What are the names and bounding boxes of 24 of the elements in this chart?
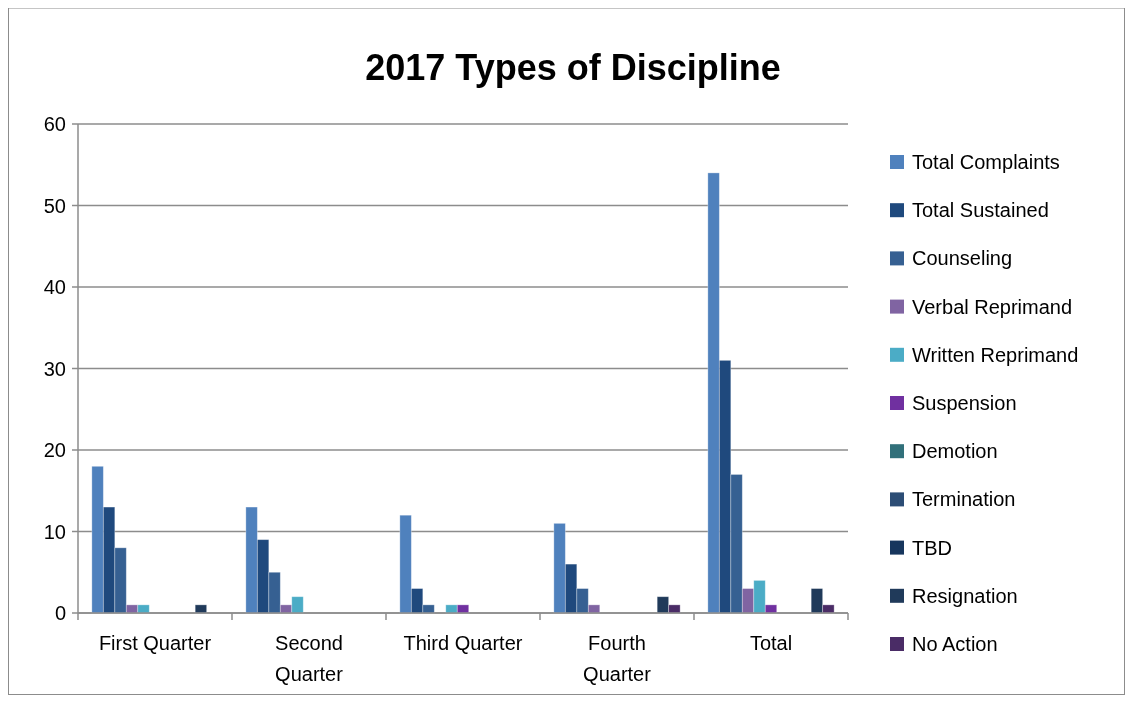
legend-label: Resignation [912,584,1018,607]
legend-label: Written Reprimand [912,343,1079,366]
legend-label: Suspension [912,392,1017,414]
legend-label: Demotion [912,440,998,463]
y-tick-label: 30 [43,357,66,380]
legend-label: Total Complaints [912,151,1060,173]
legend-label: TBD [912,536,952,559]
y-tick-label: 0 [54,602,66,624]
x-tick-label: Fourth Quarter [583,632,652,685]
x-tick-label: Total [749,632,793,654]
legend-label: Total Sustained [912,199,1049,222]
legend-label: Counseling [912,247,1013,270]
legend-label: Termination [912,488,1016,511]
legend-label: Verbal Reprimand [912,295,1073,318]
chart-title: 2017 Types of Discipline [365,47,781,88]
y-tick-label: 40 [43,276,66,298]
y-tick-label: 60 [43,113,66,135]
y-tick-label: 20 [43,439,66,461]
y-tick-label: 50 [43,194,66,217]
x-tick-label: First Quarter [98,632,212,654]
legend-label: No Action [912,633,998,655]
x-tick-label: Second Quarter [275,632,344,685]
y-tick-label: 10 [43,520,66,543]
x-tick-label: Third Quarter [403,632,523,654]
